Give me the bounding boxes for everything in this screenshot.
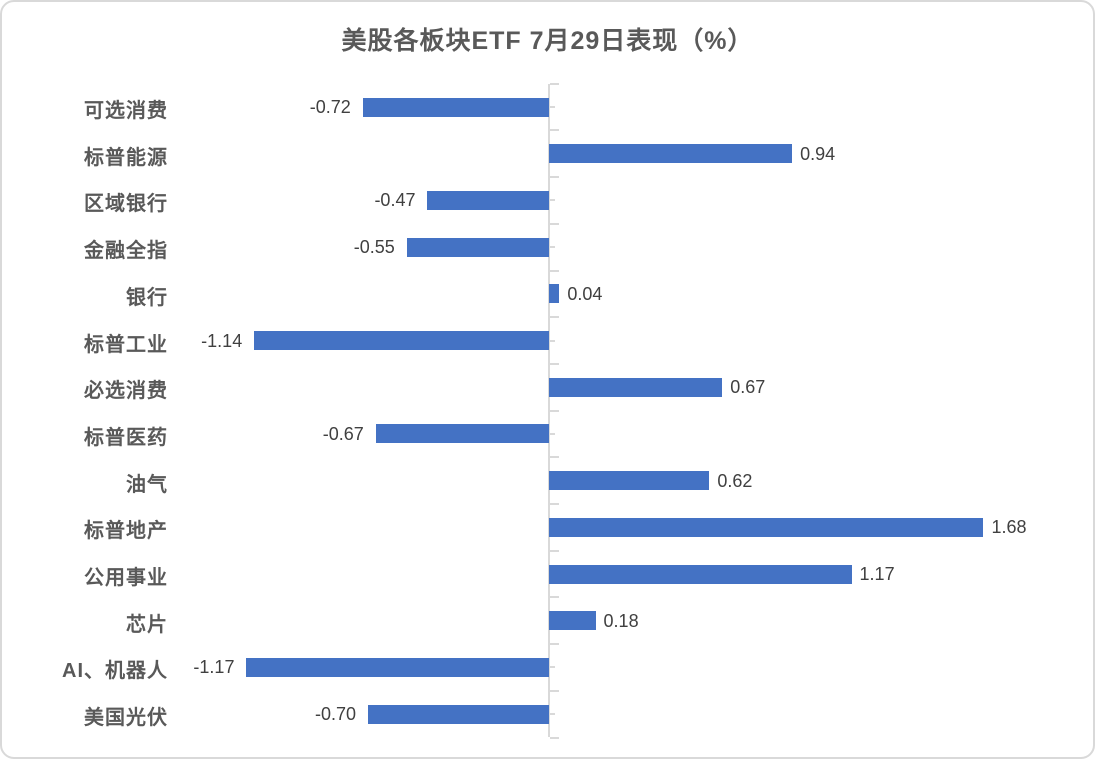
bar — [254, 331, 549, 350]
axis-minor-tick — [550, 246, 555, 249]
axis-major-tick — [550, 643, 559, 646]
value-label: -0.70 — [314, 704, 356, 725]
value-label: 1.68 — [991, 517, 1027, 538]
axis-major-tick — [550, 82, 559, 85]
value-label: -0.67 — [322, 423, 364, 444]
value-label: 0.94 — [800, 143, 836, 164]
axis-major-tick — [550, 596, 559, 599]
axis-major-tick — [550, 222, 559, 225]
category-label: 标普医药 — [84, 426, 168, 449]
axis-minor-tick — [550, 432, 555, 435]
axis-major-tick — [550, 362, 559, 365]
value-label: 0.62 — [717, 470, 753, 491]
axis-major-tick — [550, 736, 559, 739]
axis-major-tick — [550, 269, 559, 272]
bar — [549, 611, 596, 631]
axis-major-tick — [550, 176, 559, 179]
axis-minor-tick — [550, 713, 555, 716]
value-label: -1.17 — [193, 657, 235, 678]
bar — [549, 471, 710, 491]
category-label: 可选消费 — [84, 100, 168, 122]
axis-major-tick — [550, 549, 559, 552]
chart-title: 美股各板块ETF 7月29日表现（%） — [341, 27, 754, 55]
category-label: 美国光伏 — [84, 707, 168, 730]
axis-major-tick — [550, 456, 559, 459]
axis-minor-tick — [550, 339, 555, 342]
axis-minor-tick — [550, 106, 555, 109]
bar — [549, 517, 984, 537]
value-label: 1.17 — [859, 564, 895, 584]
bar — [406, 237, 549, 257]
category-label: 标普工业 — [84, 333, 168, 356]
bar — [367, 704, 549, 724]
value-label: -1.14 — [201, 330, 243, 351]
axis-major-tick — [550, 316, 559, 319]
bar — [427, 190, 549, 210]
category-label: 油气 — [126, 473, 168, 496]
value-label: 0.04 — [567, 283, 603, 304]
category-axis-line — [548, 83, 550, 738]
bar — [549, 564, 852, 584]
category-label: 公用事业 — [84, 567, 168, 589]
value-label: -0.47 — [374, 190, 416, 211]
category-label: 金融全指 — [84, 240, 168, 263]
value-label: 0.67 — [730, 377, 766, 398]
value-label: -0.55 — [353, 237, 395, 258]
value-label: -0.72 — [309, 97, 351, 117]
value-label: 0.18 — [603, 610, 639, 631]
category-label: 标普能源 — [84, 146, 168, 169]
category-label: 芯片 — [126, 613, 168, 636]
bar — [549, 284, 560, 304]
category-label: 标普地产 — [84, 520, 168, 543]
axis-major-tick — [550, 129, 559, 132]
axis-major-tick — [550, 689, 559, 692]
axis-minor-tick — [550, 199, 555, 202]
category-label: 区域银行 — [84, 193, 168, 216]
axis-major-tick — [550, 409, 559, 412]
axis-major-tick — [550, 503, 559, 505]
category-label: AI、机器人 — [62, 660, 168, 683]
bar — [362, 97, 549, 117]
bar — [375, 424, 549, 444]
bar — [246, 657, 549, 677]
bar — [549, 144, 793, 164]
bar — [549, 377, 723, 397]
category-label: 必选消费 — [84, 380, 168, 403]
category-label: 银行 — [126, 286, 168, 309]
axis-minor-tick — [550, 666, 555, 669]
